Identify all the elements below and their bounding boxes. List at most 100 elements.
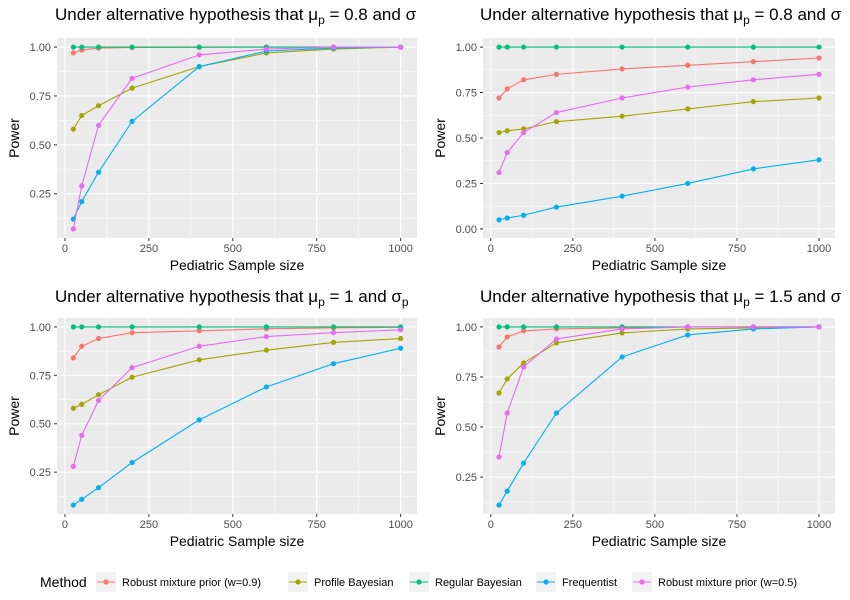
data-point	[816, 71, 822, 77]
panel-title-group: Under alternative hypothesis that μp = 0…	[55, 5, 417, 27]
data-point	[521, 44, 527, 50]
y-tick-label: 0.25	[456, 178, 477, 190]
x-tick-label: 750	[728, 519, 746, 531]
data-point	[685, 180, 691, 187]
data-point	[504, 86, 510, 92]
data-point	[816, 55, 822, 61]
data-point	[129, 85, 135, 91]
data-point	[619, 95, 625, 101]
data-point	[496, 390, 502, 396]
data-point	[129, 118, 135, 124]
legend-item: Robust mixture prior (w=0.9)	[96, 572, 261, 592]
series-line	[72, 46, 401, 230]
data-point	[330, 361, 337, 367]
data-point	[521, 126, 527, 132]
data-point	[685, 84, 691, 90]
data-point	[521, 77, 527, 83]
data-point	[196, 343, 202, 349]
data-point	[521, 360, 527, 366]
series-line	[72, 46, 401, 220]
y-tick-label: 0.50	[456, 422, 477, 434]
data-point	[504, 44, 510, 50]
data-point	[263, 384, 269, 390]
series-regular-bayesian	[496, 44, 822, 50]
series-robust-mixture-prior-w-0-5-	[70, 44, 404, 232]
panel-title: Under alternative hypothesis that μp = 1…	[55, 287, 409, 309]
series-profile-bayesian	[496, 95, 822, 136]
data-point	[496, 344, 502, 350]
title-prefix: Under alternative hypothesis that	[55, 287, 308, 306]
y-axis-title: Power	[432, 118, 448, 158]
title-sigma: σ	[406, 5, 417, 24]
data-point	[70, 226, 76, 232]
data-point	[196, 44, 202, 50]
data-point	[685, 62, 691, 68]
data-point	[504, 128, 510, 134]
x-tick-label: 250	[140, 519, 158, 531]
data-point	[496, 169, 502, 176]
data-point	[553, 340, 560, 346]
data-point	[750, 59, 756, 65]
title-mu-sub: p	[743, 13, 750, 27]
series-line	[498, 57, 820, 99]
data-point	[553, 109, 560, 116]
data-point	[263, 347, 269, 353]
data-point	[95, 169, 102, 175]
y-tick-label: 0.75	[30, 91, 51, 103]
data-point	[496, 95, 502, 101]
legend-point	[416, 579, 422, 585]
data-point	[129, 374, 135, 380]
x-axis-title: Pediatric Sample size	[592, 533, 727, 549]
data-point	[398, 345, 404, 351]
y-tick-label: 0.50	[30, 419, 51, 431]
data-point	[129, 459, 135, 466]
data-point	[816, 44, 822, 50]
data-point	[521, 328, 527, 334]
title-mu: μ	[733, 5, 743, 24]
legend-item: Profile Bayesian	[288, 572, 394, 592]
plot-background	[483, 318, 835, 514]
panel-3: 0 250 500 750 1000 0.25 0.50 0.75 1.00 Pediatric …	[6, 287, 417, 549]
title-mu: μ	[308, 5, 318, 24]
legend-label: Regular Bayesian	[435, 577, 522, 589]
title-mu-value: = 1 and	[325, 287, 392, 306]
data-point	[553, 324, 560, 330]
data-point	[619, 66, 625, 72]
x-axis-title: Pediatric Sample size	[170, 533, 305, 549]
x-tick-label: 500	[646, 519, 664, 531]
legend-point	[295, 579, 301, 585]
data-point	[263, 333, 269, 340]
data-point	[79, 432, 85, 438]
data-point	[70, 50, 76, 56]
data-point	[79, 183, 85, 189]
series-line	[72, 329, 401, 467]
data-point	[521, 129, 527, 136]
data-point	[750, 44, 756, 50]
data-point	[496, 217, 502, 223]
data-point	[95, 44, 102, 50]
data-point	[521, 364, 527, 370]
series-line	[498, 159, 820, 221]
data-point	[504, 215, 510, 221]
x-tick-label: 1000	[807, 519, 831, 531]
data-point	[619, 193, 625, 199]
y-tick-label: 1.00	[30, 42, 51, 54]
x-tick-label: 750	[728, 243, 746, 255]
legend: Method Robust mixture prior (w=0.9) Profil…	[40, 572, 797, 592]
data-point	[750, 324, 756, 330]
title-mu: μ	[308, 287, 318, 306]
data-point	[129, 44, 135, 50]
y-tick-label: 1.00	[30, 322, 51, 334]
y-axis-title: Power	[6, 118, 22, 158]
data-point	[504, 410, 510, 416]
panel-title: Under alternative hypothesis that μp = 1…	[480, 287, 842, 309]
x-tick-label: 1000	[388, 243, 412, 255]
plot-background	[57, 318, 417, 514]
data-point	[263, 46, 269, 52]
series-line	[498, 97, 820, 134]
data-point	[79, 44, 85, 50]
data-point	[95, 392, 102, 398]
title-mu-sub: p	[743, 295, 750, 309]
series-line	[73, 347, 401, 506]
data-point	[330, 330, 337, 336]
